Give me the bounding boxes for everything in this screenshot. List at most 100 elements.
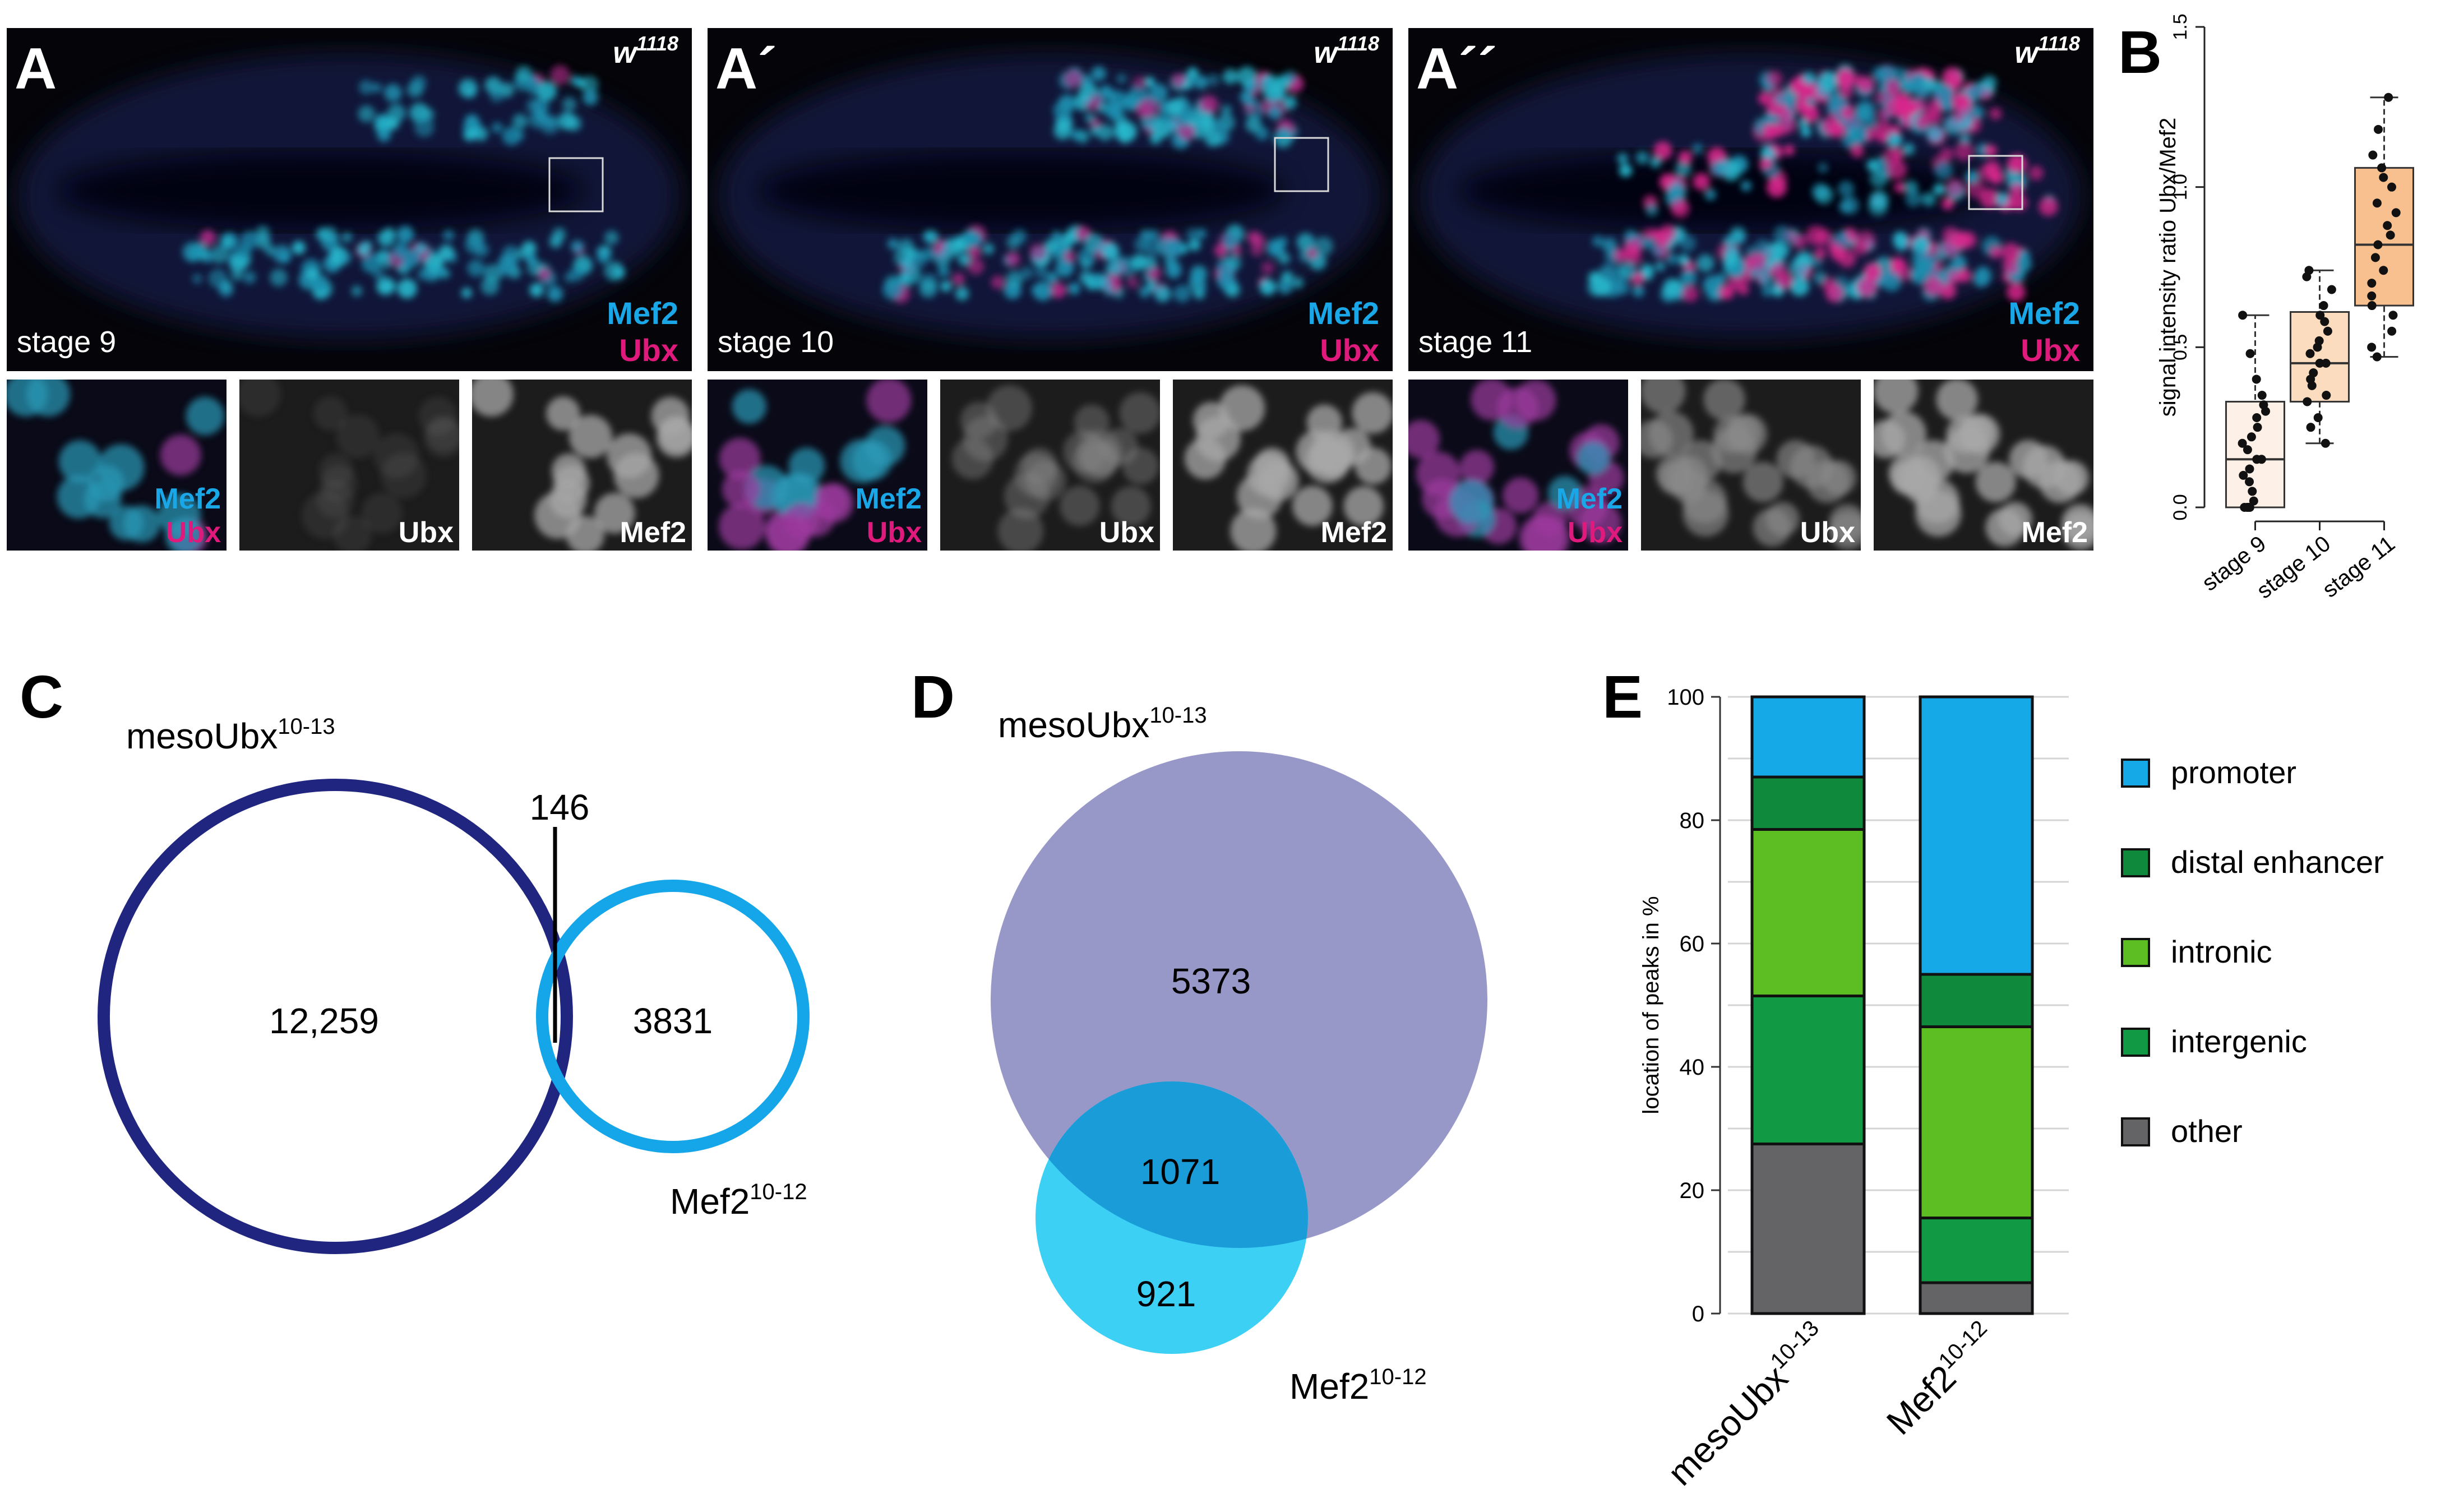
zoom-mef2-label: Mef2 (856, 483, 922, 515)
data-point (2248, 487, 2257, 496)
b-y-axis-label: signal intensity ratio Ubx/Mef2 (2156, 118, 2180, 417)
venn-d-overlap (1036, 1081, 1308, 1248)
genotype-label: w1118 (1314, 32, 1379, 70)
data-point (2309, 368, 2318, 378)
data-point (2303, 397, 2312, 406)
legend-label: promoter (2171, 755, 2296, 790)
data-point (2383, 221, 2392, 230)
data-point (2245, 349, 2255, 358)
data-point (2387, 182, 2396, 192)
data-point (2391, 208, 2401, 218)
zoom-mef2-label: Mef2 (2022, 516, 2088, 549)
zoom-mef2-label: Mef2 (155, 483, 221, 515)
data-point (2373, 240, 2383, 249)
stage-label: stage 9 (17, 325, 116, 359)
zoom-mef2-label: Mef2 (1556, 483, 1623, 515)
zoom-mef2-label: Mef2 (1321, 516, 1387, 549)
stage-label: stage 11 (1418, 325, 1532, 359)
mef2-channel-label: Mef2 (2008, 295, 2080, 331)
bar-segment-other (1919, 1281, 2034, 1315)
zoom-ubx-label: Ubx (867, 516, 922, 549)
data-point (2252, 413, 2262, 423)
b-y-tick-label: 0.5 (2170, 334, 2191, 360)
data-point (2372, 352, 2382, 362)
genotype-label: w1118 (613, 32, 678, 70)
data-point (2244, 503, 2253, 512)
panel-letter-e: E (1602, 663, 1643, 730)
b-y-tick-label: 1.5 (2170, 13, 2191, 40)
venn-c-mesoubx-count: 12,259 (269, 1001, 379, 1041)
venn-c-mef2-label: Mef210-12 (670, 1180, 807, 1222)
bar-segment-other (1750, 1143, 1866, 1315)
panel-e: E 0 20 40 60 80 100 location of peaks in % meso… (1602, 663, 2384, 1493)
legend-swatch (2121, 1117, 2150, 1146)
data-point (2379, 266, 2388, 275)
bar-segment-intronic (1919, 1025, 2034, 1219)
data-point (2245, 477, 2254, 487)
box-1 (2225, 311, 2285, 512)
data-point (2323, 326, 2332, 336)
venn-d-mef2-count: 921 (1136, 1274, 1196, 1314)
data-point (2372, 198, 2382, 208)
stacked-bar-2 (1919, 695, 2034, 1315)
data-point (2377, 163, 2387, 173)
box-body (2290, 311, 2350, 403)
data-point (2257, 391, 2267, 400)
legend-label: distal enhancer (2171, 844, 2384, 880)
bar-segment-intergenic (1750, 995, 1866, 1145)
data-point (2322, 391, 2331, 400)
panel-c: C mesoUbx10-13 Mef210-12 12,259 3831 146 (20, 663, 810, 1254)
data-point (2319, 301, 2328, 311)
data-point (2239, 470, 2248, 480)
data-point (2387, 326, 2397, 336)
data-point (2321, 358, 2331, 368)
zoom-mef2-label: Mef2 (620, 516, 686, 549)
data-point (2320, 317, 2329, 326)
zoom-ubx-label: Ubx (166, 516, 221, 549)
data-point (2327, 285, 2336, 294)
venn-c-overlap-count: 146 (530, 787, 590, 827)
panel-b: B 0.0 0.5 1.0 1.5 signal intensity ratio Ubx… (2118, 13, 2414, 604)
data-point (2367, 301, 2377, 311)
data-point (2245, 464, 2254, 474)
data-point (2304, 266, 2314, 275)
zoom-ubx-tile: Ubx (940, 380, 1160, 551)
e-y-tick-label: 0 (1692, 1302, 1704, 1326)
zoom-ubx-label: Ubx (1568, 516, 1623, 549)
zoom-mef2-tile: Mef2 (1874, 380, 2093, 551)
panel-letter-a1: A´ (715, 36, 777, 101)
bar-segment-distal-enhancer (1919, 973, 2034, 1028)
zoom-region-box (1968, 155, 2023, 210)
data-point (2367, 291, 2377, 300)
legend-label: intronic (2171, 934, 2272, 969)
data-point (2368, 150, 2378, 160)
venn-d-mef2-label: Mef210-12 (1289, 1365, 1427, 1407)
e-y-tick-label: 20 (1680, 1178, 1705, 1203)
e-x-tick-label: Mef210-12 (1878, 1316, 2004, 1442)
b-y-tick-label: 0.0 (2170, 494, 2191, 520)
data-point (2315, 311, 2325, 320)
data-point (2238, 311, 2248, 320)
legend-swatch (2121, 1028, 2150, 1057)
bar-segment-promoter (1750, 695, 1866, 779)
box-2 (2290, 266, 2350, 448)
data-point (2253, 423, 2262, 432)
zoom-mef2-tile: Mef2 (472, 380, 692, 551)
zoom-ubx-label: Ubx (399, 516, 454, 549)
mef2-channel-label: Mef2 (1307, 295, 1379, 331)
panel-letter-b: B (2118, 18, 2162, 86)
legend-item-promoter: promoter (2121, 755, 2296, 790)
data-point (2384, 93, 2393, 102)
venn-c-mef2-circle (536, 880, 810, 1153)
legend-label: other (2171, 1113, 2243, 1149)
legend-swatch (2121, 848, 2150, 877)
legend-swatch (2121, 938, 2150, 967)
zoom-ubx-label: Ubx (1099, 516, 1154, 549)
panel-letter-a: A (15, 36, 57, 101)
zoom-region-box (1274, 137, 1329, 192)
